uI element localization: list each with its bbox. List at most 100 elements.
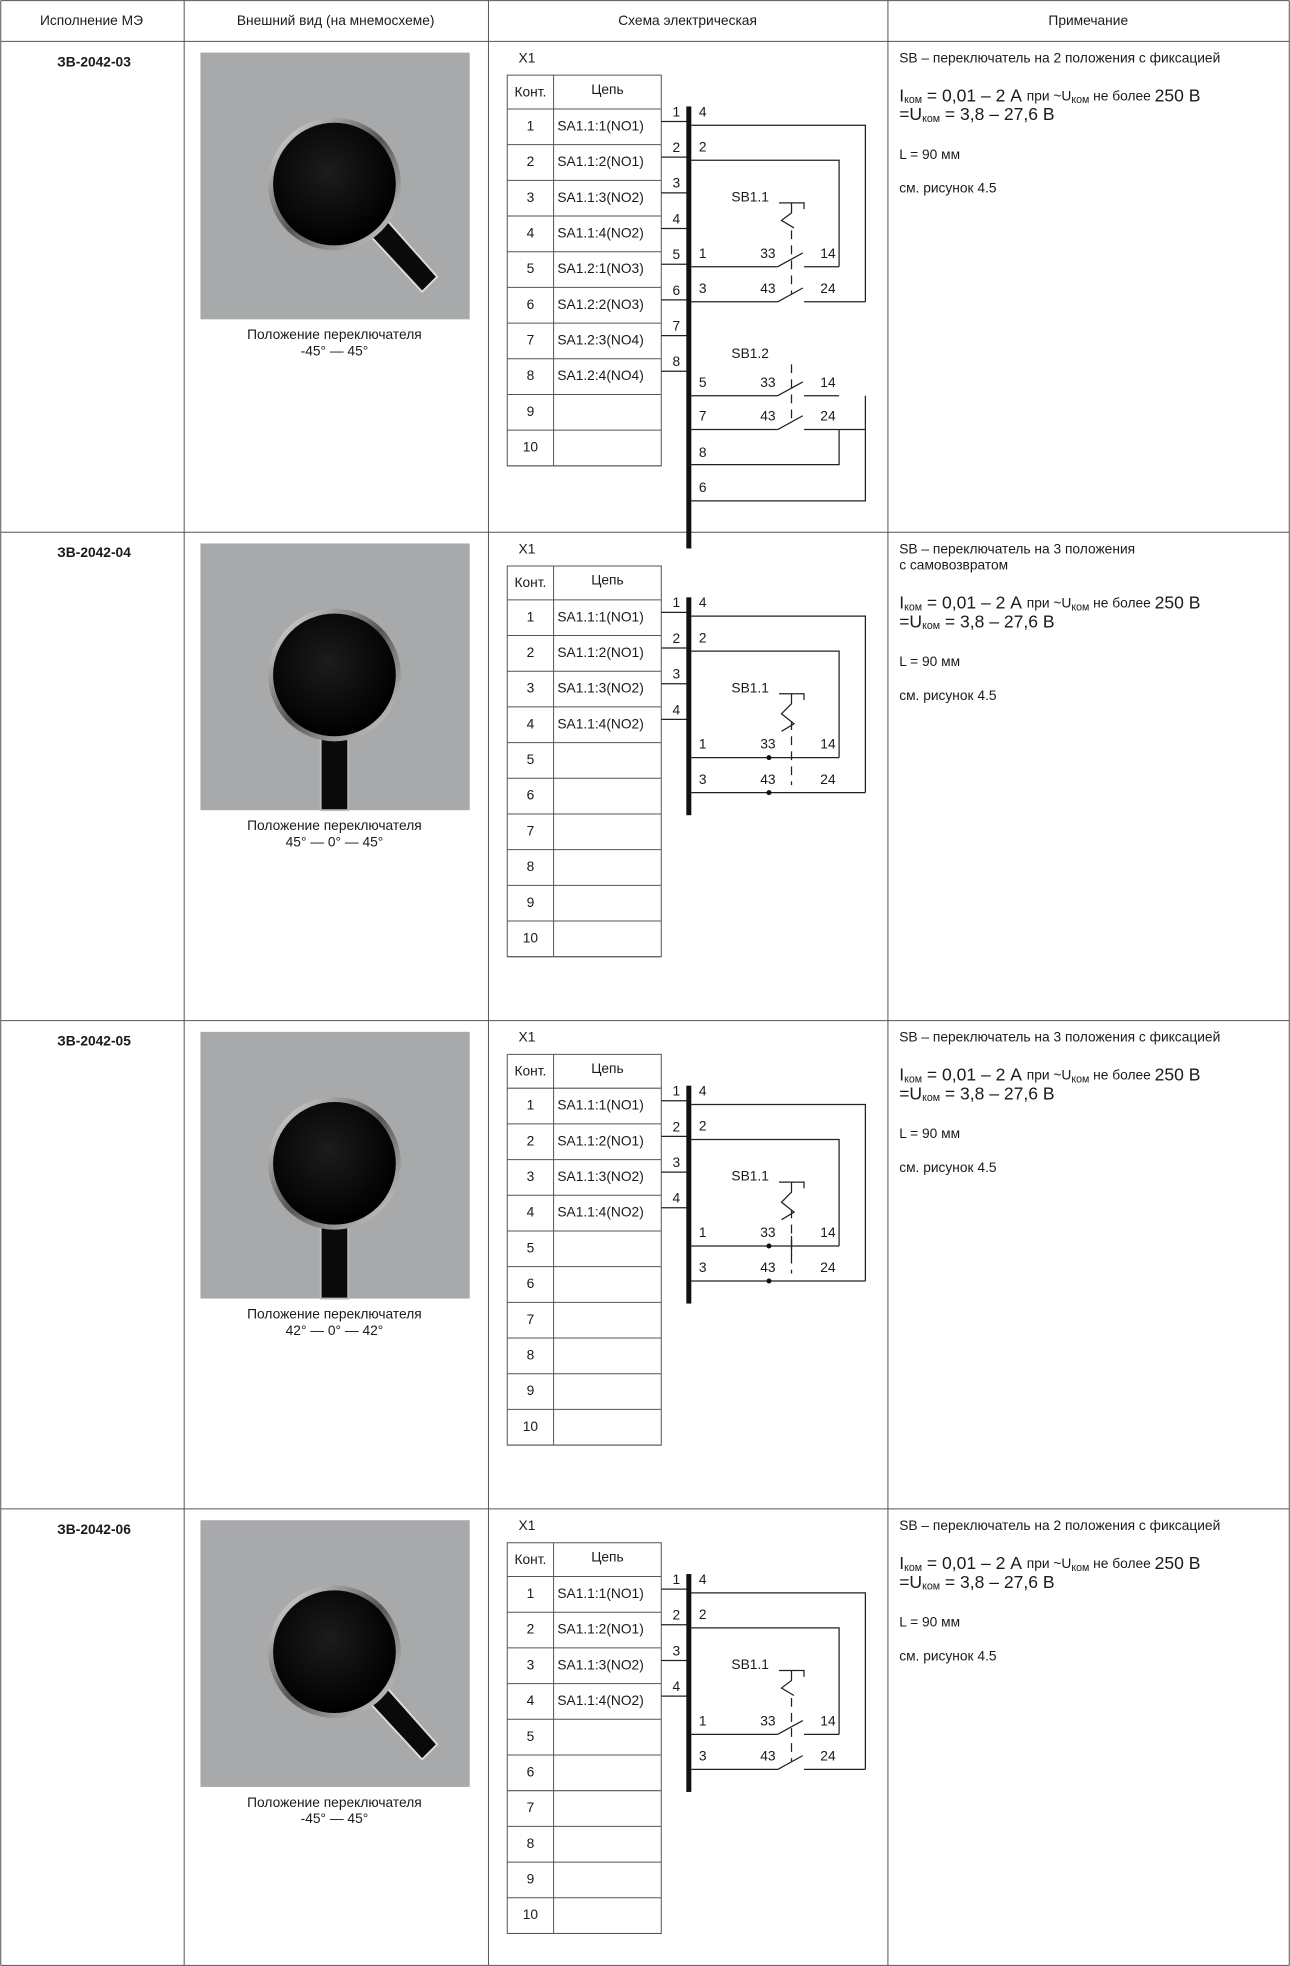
actuator bbox=[780, 1182, 796, 1221]
bus-label: 4 bbox=[699, 104, 707, 119]
position-caption: -45° — 45° bbox=[301, 344, 369, 359]
terminal-header: Цепь bbox=[591, 82, 623, 97]
note-part: ком bbox=[922, 1580, 940, 1592]
pin-label: 6 bbox=[672, 283, 680, 298]
wire bbox=[691, 1627, 840, 1735]
actuator bbox=[780, 693, 796, 732]
wire bbox=[691, 1138, 840, 1246]
pin-label: 1 bbox=[672, 595, 680, 610]
contact-label: 33 bbox=[760, 737, 776, 752]
contact-number: 6 bbox=[527, 1764, 535, 1779]
contact-number: 9 bbox=[527, 404, 535, 419]
note-part: =U bbox=[899, 1083, 922, 1103]
contact-number: 10 bbox=[523, 440, 539, 455]
bus-label: 5 bbox=[699, 375, 707, 390]
contact-label: 14 bbox=[820, 1713, 836, 1728]
circuit-name: SA1.1:2(NO1) bbox=[557, 1622, 643, 1637]
contact-number: 8 bbox=[527, 1836, 535, 1851]
contact-number: 9 bbox=[527, 895, 535, 910]
contact-number: 9 bbox=[527, 1383, 535, 1398]
circuit-name: SA1.1:4(NO2) bbox=[557, 1693, 643, 1708]
bus-label: 1 bbox=[699, 1225, 707, 1240]
position-caption: Положение переключателя bbox=[247, 1306, 422, 1321]
pin-label: 1 bbox=[672, 1572, 680, 1587]
note-part: I bbox=[899, 85, 904, 105]
contact-label: 43 bbox=[760, 409, 776, 424]
contact-blade bbox=[777, 252, 804, 268]
contact-number: 1 bbox=[527, 118, 535, 133]
contact-number: 7 bbox=[527, 1800, 535, 1815]
circuit-name: SA1.1:2(NO1) bbox=[557, 154, 643, 169]
contact-number: 1 bbox=[527, 609, 535, 624]
note-part: = 0,01 – 2 А bbox=[922, 1064, 1027, 1084]
note-part: I bbox=[899, 1064, 904, 1084]
position-caption: Положение переключателя bbox=[247, 818, 422, 833]
column-header: Схема электрическая bbox=[618, 13, 757, 28]
contact-number: 3 bbox=[527, 190, 535, 205]
contact-label: 14 bbox=[820, 737, 836, 752]
note-part: ком bbox=[922, 620, 940, 632]
wire bbox=[691, 615, 867, 793]
actuator bbox=[780, 202, 795, 229]
knob bbox=[273, 122, 396, 246]
pin-label: 4 bbox=[672, 1679, 680, 1694]
note-part: при ~U bbox=[1027, 88, 1072, 103]
circuit-name: SA1.2:4(NO4) bbox=[557, 368, 643, 383]
contact-number: 8 bbox=[527, 859, 535, 874]
terminal-title: X1 bbox=[519, 1030, 536, 1045]
column-header: Внешний вид (на мнемосхеме) bbox=[237, 13, 435, 28]
contact-number: 5 bbox=[527, 261, 535, 276]
contact-number: 6 bbox=[527, 1276, 535, 1291]
bus-label: 4 bbox=[699, 1084, 707, 1099]
contact-label: 33 bbox=[760, 1225, 776, 1240]
contact-number: 5 bbox=[527, 1240, 535, 1255]
circuit-name: SA1.1:4(NO2) bbox=[557, 1205, 643, 1220]
contact-blade bbox=[777, 287, 804, 303]
contact-number: 2 bbox=[527, 1133, 535, 1148]
pin-label: 3 bbox=[672, 1643, 680, 1658]
switch-name: SB1.1 bbox=[731, 189, 769, 204]
note-part: 250 В bbox=[1155, 85, 1201, 105]
terminal-header: Конт. bbox=[514, 84, 546, 99]
contact-number: 3 bbox=[527, 681, 535, 696]
circuit-name: SA1.1:1(NO1) bbox=[557, 609, 643, 624]
bus-label: 3 bbox=[699, 1749, 707, 1764]
contact-number: 6 bbox=[527, 788, 535, 803]
switch-name: SB1.1 bbox=[731, 680, 769, 695]
pin-label: 4 bbox=[672, 702, 680, 717]
note-part: не более bbox=[1089, 595, 1154, 610]
note-reference: см. рисунок 4.5 bbox=[899, 1648, 997, 1663]
note-reference: см. рисунок 4.5 bbox=[899, 688, 997, 703]
wire bbox=[691, 650, 840, 758]
contact-label: 43 bbox=[760, 281, 776, 296]
circuit-name: SA1.1:1(NO1) bbox=[557, 1586, 643, 1601]
contact-label: 14 bbox=[820, 1225, 836, 1240]
contact-label: 24 bbox=[820, 772, 836, 787]
pin-label: 8 bbox=[672, 354, 680, 369]
contact-label: 33 bbox=[760, 375, 776, 390]
note-current: Iком = 0,01 – 2 А при ~Uком не более 250… bbox=[899, 85, 1200, 106]
contact-number: 7 bbox=[527, 1312, 535, 1327]
actuator bbox=[780, 1670, 795, 1697]
contact-number: 1 bbox=[527, 1098, 535, 1113]
note-length: L = 90 мм bbox=[899, 654, 960, 669]
model-id: ЗВ-2042-03 bbox=[57, 54, 131, 69]
pin-label: 3 bbox=[672, 176, 680, 191]
terminal-header: Цепь bbox=[591, 573, 623, 588]
wire bbox=[691, 429, 840, 466]
circuit-name: SA1.2:1(NO3) bbox=[557, 261, 643, 276]
note-part: ком bbox=[904, 601, 922, 613]
contact-number: 4 bbox=[527, 1693, 535, 1708]
contact-dot bbox=[766, 1243, 772, 1249]
contact-number: 7 bbox=[527, 333, 535, 348]
circuit-name: SA1.1:4(NO2) bbox=[557, 716, 643, 731]
note-part: I bbox=[899, 592, 904, 612]
contact-number: 3 bbox=[527, 1657, 535, 1672]
wire bbox=[691, 159, 840, 267]
contact-label: 14 bbox=[820, 375, 836, 390]
note-part: ком bbox=[1071, 1073, 1089, 1085]
circuit-name: SA1.1:1(NO1) bbox=[557, 118, 643, 133]
switch-name: SB1.1 bbox=[731, 1169, 769, 1184]
contact-label: 43 bbox=[760, 1749, 776, 1764]
